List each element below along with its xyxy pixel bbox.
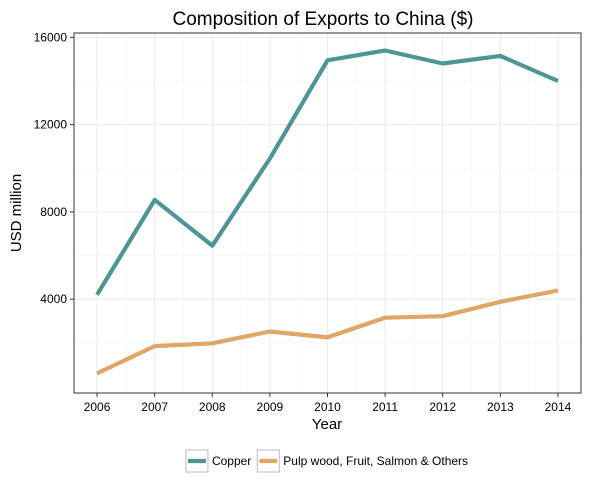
series-lines	[95, 48, 559, 376]
series-line-1	[96, 288, 559, 376]
y-axis-ticks: 4000 8000 12000 16000	[34, 30, 74, 306]
x-axis-ticks: 2006 2007 2008 2009 2010 2011 2012 2013 2014	[84, 393, 572, 414]
chart-title: Composition of Exports to China ($)	[173, 9, 474, 30]
x-axis-title: Year	[312, 416, 342, 433]
x-tick-label: 2012	[429, 400, 456, 414]
x-tick-label: 2007	[141, 400, 168, 414]
x-tick-label: 2014	[545, 400, 572, 414]
x-tick-label: 2006	[84, 400, 111, 414]
y-tick-label: 12000	[34, 118, 68, 132]
x-tick-label: 2009	[257, 400, 284, 414]
series-line-0	[95, 48, 559, 296]
x-tick-label: 2011	[372, 400, 398, 414]
y-tick-label: 8000	[40, 205, 67, 219]
grid-lines	[74, 33, 581, 393]
legend-label: Pulp wood, Fruit, Salmon & Others	[283, 454, 468, 468]
x-tick-label: 2008	[199, 400, 226, 414]
legend: Copper Pulp wood, Fruit, Salmon & Others	[185, 449, 468, 473]
y-axis-title: USD million	[8, 174, 25, 252]
legend-item-1: Pulp wood, Fruit, Salmon & Others	[256, 449, 468, 473]
y-tick-label: 4000	[40, 292, 67, 306]
x-tick-label: 2013	[487, 400, 514, 414]
x-tick-label: 2010	[314, 400, 341, 414]
legend-item-0: Copper	[185, 449, 251, 473]
y-tick-label: 16000	[34, 30, 68, 44]
legend-label: Copper	[212, 454, 251, 468]
